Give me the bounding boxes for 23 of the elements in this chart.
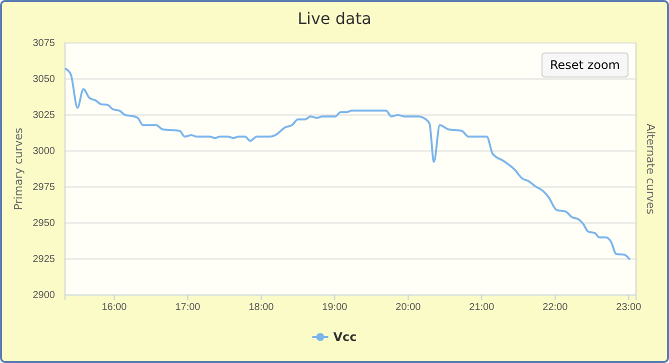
y-tick-label: 3025: [32, 110, 56, 122]
x-tick-label: 19:00: [322, 302, 348, 314]
x-tick-label: 18:00: [248, 302, 274, 314]
y-tick-label: 3050: [32, 74, 56, 86]
line-series: [64, 68, 630, 260]
chart-title: Live data: [298, 9, 372, 28]
annotation: Reset zoom: [550, 58, 620, 72]
x-tick-label: 20:00: [396, 302, 422, 314]
x-tick-label: 21:00: [469, 302, 495, 314]
x-tick-label: 22:00: [542, 302, 568, 314]
y2-axis-title: Alternate curves: [644, 124, 657, 215]
y-tick-label: 3075: [32, 38, 56, 50]
legend-label: Vcc: [333, 330, 357, 344]
y-tick-label: 2900: [32, 290, 56, 302]
y-axis-title: Primary curves: [12, 127, 25, 210]
x-tick-label: 16:00: [102, 302, 128, 314]
y-tick-label: 2975: [32, 182, 56, 194]
y-tick-label: 3000: [32, 146, 56, 158]
y-tick-label: 2950: [32, 218, 56, 230]
x-tick-label: 23:00: [616, 302, 642, 314]
y-tick-label: 2925: [32, 254, 56, 266]
reset-zoom-button: Reset zoom: [541, 52, 628, 78]
x-tick-label: 17:00: [175, 302, 201, 314]
